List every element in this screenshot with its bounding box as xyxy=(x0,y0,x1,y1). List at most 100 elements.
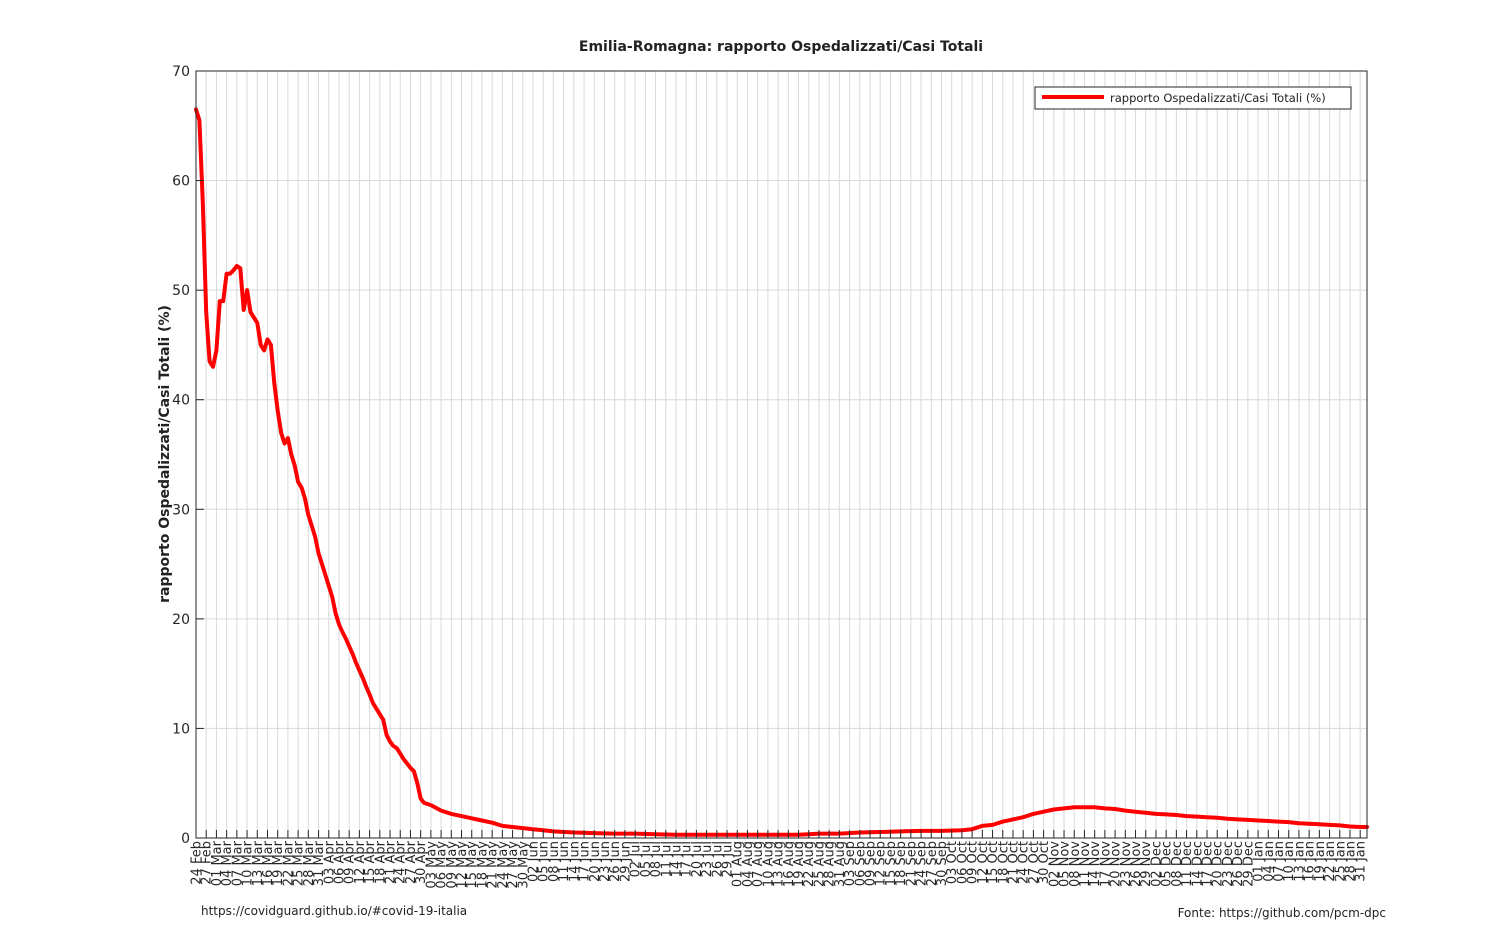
plot-area-border xyxy=(195,70,1368,839)
x-tick-label: 27 May xyxy=(506,841,521,889)
x-tick-label: 16 Mar xyxy=(261,840,276,886)
x-tick-label: 10 Aug xyxy=(761,841,776,887)
x-tick-label: 21 Sep xyxy=(904,841,919,886)
x-tick-label: 31 Aug xyxy=(833,841,848,887)
x-tick-label: 02 Jun xyxy=(527,841,542,882)
x-tick-label: 14 Jun xyxy=(567,841,582,882)
x-tick-label: 18 Sep xyxy=(894,841,909,886)
x-tick-label: 08 Jul xyxy=(649,841,664,877)
footer-source-link[interactable]: https://covidguard.github.io/#covid-19-i… xyxy=(201,904,468,918)
x-tick-label: 11 Dec xyxy=(1180,841,1195,887)
x-tick-label: 14 Nov xyxy=(1088,841,1103,887)
y-tick-label: 40 xyxy=(172,393,190,409)
x-tick-label: 15 Sep xyxy=(884,841,899,886)
y-tick-label: 20 xyxy=(172,612,190,628)
x-tick-label: 08 Nov xyxy=(1068,841,1083,887)
x-tick-label: 04 Jan xyxy=(1262,841,1277,882)
x-tick-label: 27 Feb xyxy=(200,841,215,885)
y-tick-label: 30 xyxy=(172,502,190,518)
x-tick-label: 26 Dec xyxy=(1231,841,1246,887)
y-axis-ticks: 0 10 20 30 40 50 60 70 xyxy=(172,64,204,847)
x-tick-label: 22 Aug xyxy=(802,841,817,887)
x-tick-label: 02 Nov xyxy=(1047,841,1062,887)
x-tick-label: 15 May xyxy=(465,841,480,889)
y-tick-label: 70 xyxy=(172,64,190,80)
x-tick-label: 10 Jan xyxy=(1282,841,1297,882)
x-tick-label: 18 Apr xyxy=(373,840,388,884)
x-tick-label: 09 May xyxy=(445,841,460,889)
x-tick-label: 05 Jul xyxy=(639,841,654,877)
x-tick-label: 03 Sep xyxy=(843,841,858,886)
x-tick-label: 03 May xyxy=(424,841,439,889)
x-tick-label: 12 Sep xyxy=(874,841,889,886)
x-tick-label: 11 Jul xyxy=(659,841,674,877)
x-tick-label: 04 Mar xyxy=(220,840,235,886)
x-tick-label: 17 Nov xyxy=(1098,841,1113,887)
x-tick-label: 08 Dec xyxy=(1170,841,1185,887)
x-tick-label: 28 Jan xyxy=(1343,841,1358,882)
x-tick-label: 20 Nov xyxy=(1109,841,1124,887)
x-tick-label: 16 Jan xyxy=(1303,841,1318,882)
x-tick-label: 06 May xyxy=(435,841,450,889)
x-tick-label: 14 Jul xyxy=(669,841,684,877)
line-layer xyxy=(194,107,1369,837)
x-tick-label: 30 May xyxy=(516,841,531,889)
x-tick-label: 20 Jun xyxy=(588,841,603,882)
x-tick-label: 29 Jun xyxy=(618,841,633,882)
y-tick-label: 60 xyxy=(172,174,190,190)
x-tick-label: 27 Apr xyxy=(404,840,419,884)
x-tick-label: 13 Mar xyxy=(251,840,266,886)
x-tick-label: 27 Oct xyxy=(1027,841,1042,884)
x-tick-label: 19 Aug xyxy=(792,841,807,887)
x-tick-label: 23 Jun xyxy=(598,841,613,882)
x-tick-label: 23 Jul xyxy=(700,841,715,877)
x-tick-label: 30 Apr xyxy=(414,840,429,884)
x-tick-label: 25 Mar xyxy=(292,840,307,886)
x-tick-label: 12 Apr xyxy=(353,840,368,884)
x-tick-label: 13 Aug xyxy=(772,841,787,887)
x-tick-label: 07 Mar xyxy=(230,840,245,886)
x-tick-label: 13 Jan xyxy=(1292,841,1307,882)
legend-box xyxy=(1034,86,1352,110)
x-tick-label: 19 Mar xyxy=(271,840,286,886)
x-tick-label: 01 Jan xyxy=(1252,841,1267,882)
x-tick-label: 06 Apr xyxy=(332,840,347,884)
x-tick-label: 24 Feb xyxy=(190,841,205,885)
legend-label: rapporto Ospedalizzati/Casi Totali (%) xyxy=(1110,91,1326,105)
x-tick-label: 21 May xyxy=(486,841,501,889)
x-tick-label: 24 Sep xyxy=(915,841,930,886)
x-tick-label: 12 Oct xyxy=(976,841,991,884)
x-tick-label: 29 Nov xyxy=(1139,841,1154,887)
x-tick-label: 09 Sep xyxy=(864,841,879,886)
y-axis-label: rapporto Ospedalizzati/Casi Totali (%) xyxy=(157,305,173,603)
x-tick-label: 26 Nov xyxy=(1129,841,1144,887)
x-tick-label: 07 Jan xyxy=(1272,841,1287,882)
x-tick-label: 01 Aug xyxy=(731,841,746,887)
x-tick-label: 22 Jan xyxy=(1323,841,1338,882)
x-tick-label: 11 Jun xyxy=(557,841,572,882)
x-tick-label: 11 Nov xyxy=(1078,841,1093,887)
x-tick-label: 20 Jul xyxy=(690,841,705,877)
x-tick-label: 23 Dec xyxy=(1221,841,1236,887)
x-tick-label: 24 Oct xyxy=(1017,841,1032,884)
x-tick-label: 20 Dec xyxy=(1211,841,1226,887)
x-tick-label: 21 Oct xyxy=(1006,841,1021,884)
x-tick-label: 21 Apr xyxy=(384,840,399,884)
x-tick-label: 18 May xyxy=(475,841,490,889)
x-tick-label: 25 Jan xyxy=(1333,841,1348,882)
x-tick-label: 30 Oct xyxy=(1037,841,1052,884)
y-tick-label: 0 xyxy=(181,831,190,847)
x-tick-label: 17 Jul xyxy=(680,841,695,877)
x-tick-label: 22 Mar xyxy=(281,840,296,886)
x-tick-label: 02 Jul xyxy=(629,841,644,877)
x-tick-label: 24 Apr xyxy=(394,840,409,884)
x-tick-label: 09 Apr xyxy=(343,840,358,884)
x-tick-label: 28 Mar xyxy=(302,840,317,886)
y-tick-label: 10 xyxy=(172,721,190,737)
x-tick-label: 15 Oct xyxy=(986,841,1001,884)
x-tick-label: 14 Dec xyxy=(1190,841,1205,887)
x-tick-label: 06 Sep xyxy=(853,841,868,886)
x-tick-label: 12 May xyxy=(455,841,470,889)
x-tick-label: 15 Apr xyxy=(363,840,378,884)
legend: rapporto Ospedalizzati/Casi Totali (%) xyxy=(1034,86,1352,110)
